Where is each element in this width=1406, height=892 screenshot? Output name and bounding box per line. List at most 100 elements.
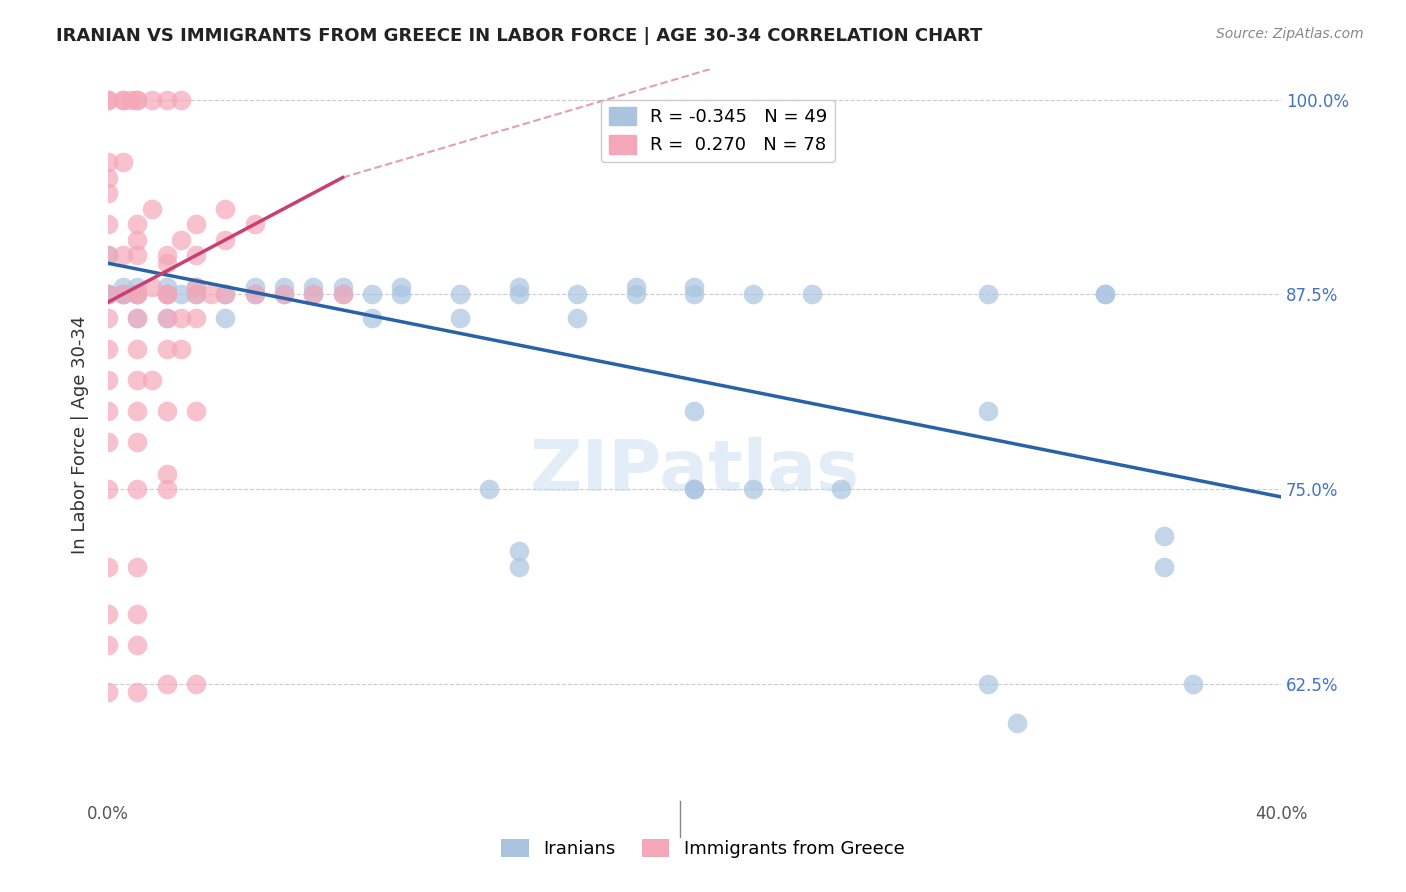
Point xyxy=(156,404,179,418)
Point xyxy=(273,287,295,301)
Point xyxy=(184,287,207,301)
Point xyxy=(508,287,530,301)
Point xyxy=(449,287,471,301)
Point xyxy=(156,677,179,691)
Point xyxy=(97,342,120,356)
Point xyxy=(742,482,765,496)
Point xyxy=(97,287,120,301)
Point xyxy=(97,170,120,185)
Text: ZIPatlas: ZIPatlas xyxy=(530,437,859,506)
Point xyxy=(156,93,179,107)
Point xyxy=(273,279,295,293)
Point xyxy=(742,287,765,301)
Point xyxy=(127,482,149,496)
Point xyxy=(127,310,149,325)
Point xyxy=(389,279,412,293)
Point xyxy=(214,233,236,247)
Point xyxy=(449,310,471,325)
Point xyxy=(332,279,354,293)
Point xyxy=(302,287,325,301)
Point xyxy=(97,607,120,621)
Point xyxy=(243,279,266,293)
Point xyxy=(184,279,207,293)
Point xyxy=(184,279,207,293)
Point xyxy=(1181,677,1204,691)
Point xyxy=(184,404,207,418)
Point xyxy=(508,279,530,293)
Point xyxy=(127,287,149,301)
Point xyxy=(120,93,142,107)
Point xyxy=(111,287,134,301)
Point xyxy=(624,287,647,301)
Point xyxy=(97,93,120,107)
Point xyxy=(170,342,193,356)
Point xyxy=(127,342,149,356)
Point xyxy=(127,287,149,301)
Point xyxy=(111,93,134,107)
Point xyxy=(111,93,134,107)
Point xyxy=(156,279,179,293)
Point xyxy=(127,93,149,107)
Point xyxy=(478,482,501,496)
Point xyxy=(111,279,134,293)
Point xyxy=(97,404,120,418)
Point xyxy=(567,287,589,301)
Point xyxy=(156,256,179,270)
Point xyxy=(97,287,120,301)
Point xyxy=(111,155,134,169)
Point xyxy=(243,217,266,231)
Point xyxy=(127,233,149,247)
Point xyxy=(111,248,134,262)
Point xyxy=(97,287,120,301)
Point xyxy=(111,287,134,301)
Point xyxy=(683,482,706,496)
Point xyxy=(1153,560,1175,574)
Point xyxy=(184,310,207,325)
Point xyxy=(1005,715,1028,730)
Point xyxy=(332,287,354,301)
Point xyxy=(214,310,236,325)
Point xyxy=(624,279,647,293)
Point xyxy=(97,248,120,262)
Point xyxy=(127,287,149,301)
Point xyxy=(97,435,120,450)
Point xyxy=(156,342,179,356)
Text: Source: ZipAtlas.com: Source: ZipAtlas.com xyxy=(1216,27,1364,41)
Point xyxy=(127,638,149,652)
Point xyxy=(156,482,179,496)
Point xyxy=(97,287,120,301)
Point xyxy=(156,248,179,262)
Point xyxy=(97,482,120,496)
Point xyxy=(214,202,236,216)
Point xyxy=(683,482,706,496)
Point xyxy=(97,93,120,107)
Point xyxy=(156,287,179,301)
Point xyxy=(127,404,149,418)
Point xyxy=(1094,287,1116,301)
Point xyxy=(156,310,179,325)
Point xyxy=(156,287,179,301)
Point xyxy=(302,287,325,301)
Point xyxy=(97,638,120,652)
Point xyxy=(567,310,589,325)
Point xyxy=(977,404,1000,418)
Point xyxy=(97,186,120,201)
Point xyxy=(127,217,149,231)
Y-axis label: In Labor Force | Age 30-34: In Labor Force | Age 30-34 xyxy=(72,316,89,554)
Point xyxy=(97,373,120,387)
Point xyxy=(830,482,852,496)
Point xyxy=(97,684,120,698)
Point xyxy=(97,217,120,231)
Point xyxy=(184,287,207,301)
Point xyxy=(111,287,134,301)
Point xyxy=(184,677,207,691)
Point xyxy=(97,310,120,325)
Point xyxy=(977,677,1000,691)
Point xyxy=(508,560,530,574)
Point xyxy=(361,287,384,301)
Point xyxy=(156,467,179,481)
Point xyxy=(184,248,207,262)
Point xyxy=(141,373,163,387)
Text: IRANIAN VS IMMIGRANTS FROM GREECE IN LABOR FORCE | AGE 30-34 CORRELATION CHART: IRANIAN VS IMMIGRANTS FROM GREECE IN LAB… xyxy=(56,27,983,45)
Point xyxy=(170,287,193,301)
